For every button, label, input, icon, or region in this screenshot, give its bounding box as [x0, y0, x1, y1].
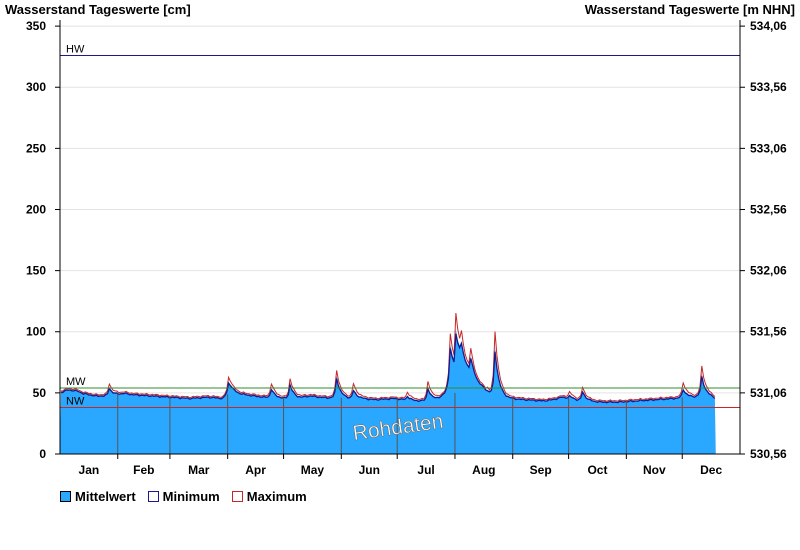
- left-axis-title: Wasserstand Tageswerte [cm]: [5, 2, 191, 17]
- right-tick-label: 531,06: [750, 386, 787, 400]
- maximum-line: [60, 312, 716, 402]
- left-tick-label: 50: [33, 386, 47, 400]
- month-labels: Jan Feb Mar Apr May Jun Jul Aug Sep Oct Nov Dec: [79, 463, 723, 477]
- right-axis-ticks: 530,56 531,06 531,56 532,06 532,56 533,06 533,…: [740, 19, 787, 461]
- plot-frame: [59, 20, 741, 455]
- legend-item-maximum: Maximum: [231, 489, 307, 504]
- left-tick-label: 300: [26, 80, 46, 94]
- right-tick-label: 533,06: [750, 141, 787, 155]
- legend-swatch-mean: [60, 491, 71, 502]
- legend-item-mean: Mittelwert: [60, 489, 136, 504]
- mean-area: [60, 329, 716, 454]
- legend: Mittelwert Minimum Maximum: [60, 489, 307, 504]
- month-label: Aug: [472, 463, 495, 477]
- left-tick-label: 250: [26, 141, 46, 155]
- right-tick-label: 532,56: [750, 202, 787, 216]
- legend-swatch-minimum: [147, 491, 159, 502]
- reference-label-hw: HW: [66, 43, 85, 55]
- left-tick-label: 100: [26, 325, 46, 339]
- legend-item-minimum: Minimum: [147, 489, 220, 504]
- right-tick-label: 533,56: [750, 80, 787, 94]
- legend-label-mean: Mittelwert: [75, 489, 136, 504]
- month-label: Mar: [188, 463, 210, 477]
- month-label: Nov: [643, 463, 666, 477]
- month-label: May: [301, 463, 325, 477]
- water-level-chart: Wasserstand Tageswerte [cm] Wasserstand …: [5, 2, 795, 477]
- right-tick-label: 530,56: [750, 447, 787, 461]
- right-tick-label: 531,56: [750, 325, 787, 339]
- month-label: Sep: [530, 463, 552, 477]
- month-label: Jul: [417, 463, 434, 477]
- month-dividers: [117, 392, 683, 459]
- left-axis-ticks: 0 50 100 150 200 250 300 350: [26, 19, 60, 461]
- right-tick-label: 534,06: [750, 19, 787, 33]
- legend-label-maximum: Maximum: [246, 489, 307, 504]
- left-tick-label: 150: [26, 264, 46, 278]
- reference-lines: HW MW NW: [60, 43, 740, 409]
- month-label: Apr: [245, 463, 266, 477]
- right-tick-label: 532,06: [750, 264, 787, 278]
- month-label: Jun: [359, 463, 380, 477]
- reference-label-mw: MW: [66, 376, 86, 388]
- month-label: Jan: [79, 463, 100, 477]
- month-label: Feb: [133, 463, 154, 477]
- left-tick-label: 0: [39, 447, 46, 461]
- left-tick-label: 350: [26, 19, 46, 33]
- month-label: Dec: [700, 463, 722, 477]
- reference-label-nw: NW: [66, 396, 85, 408]
- right-axis-title: Wasserstand Tageswerte [m NHN]: [585, 2, 795, 17]
- left-tick-label: 200: [26, 202, 46, 216]
- gridlines: [60, 25, 740, 394]
- legend-label-minimum: Minimum: [162, 489, 220, 504]
- legend-swatch-maximum: [231, 491, 243, 502]
- month-label: Oct: [587, 463, 607, 477]
